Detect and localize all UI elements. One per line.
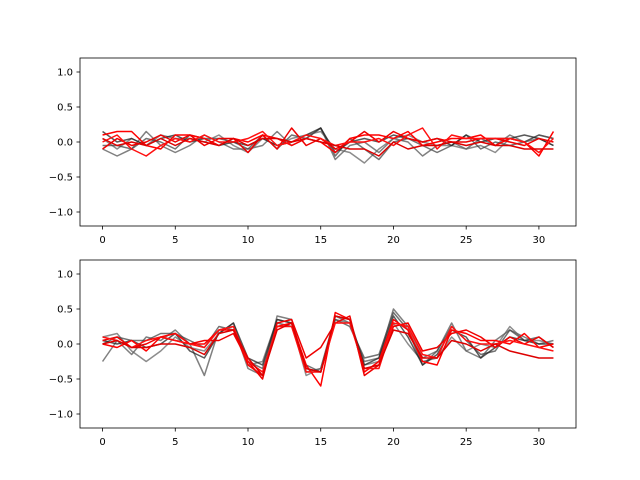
x-tick-label: 15	[314, 437, 327, 448]
top-subplot: 0 5 10 15 20 25 30 −1.0 −0.5 0.0 0.5 1.0	[49, 57, 577, 246]
x-tick-label: 25	[460, 235, 473, 246]
y-tick-label: 0.5	[57, 103, 73, 114]
x-tick-label: 15	[314, 235, 327, 246]
series-line-7	[102, 315, 554, 377]
x-tick-label: 25	[460, 437, 473, 448]
y-tick-label: 1.0	[57, 68, 73, 79]
x-tick-label: 10	[242, 437, 255, 448]
series-line-7	[102, 137, 554, 157]
x-tick-label: 30	[533, 235, 546, 246]
y-tick-label: 0.0	[57, 340, 73, 351]
series-line-6	[102, 127, 554, 157]
series-line-6	[102, 322, 554, 373]
series-line-4	[102, 130, 555, 157]
x-tick-label: 10	[242, 235, 255, 246]
series-line-3	[102, 127, 554, 154]
y-tick-label: −0.5	[49, 375, 73, 386]
x-tick-label: 5	[172, 235, 178, 246]
y-tick-label: −1.0	[49, 208, 73, 219]
y-tick-label: −1.0	[49, 410, 73, 421]
x-tick-label: 0	[99, 235, 105, 246]
x-tick-label: 0	[99, 437, 105, 448]
series-group	[101, 308, 554, 387]
x-tick-label: 30	[533, 437, 546, 448]
series-group	[102, 127, 555, 164]
x-tick-label: 5	[172, 437, 178, 448]
bottom-subplot: 0 5 10 15 20 25 30 −1.0 −0.5 0.0 0.5 1.0	[49, 259, 577, 448]
y-tick-label: 1.0	[57, 270, 73, 281]
x-tick-label: 20	[387, 235, 400, 246]
y-tick-label: 0.5	[57, 305, 73, 316]
y-tick-label: −0.5	[49, 173, 73, 184]
x-tick-label: 20	[387, 437, 400, 448]
y-tick-label: 0.0	[57, 138, 73, 149]
